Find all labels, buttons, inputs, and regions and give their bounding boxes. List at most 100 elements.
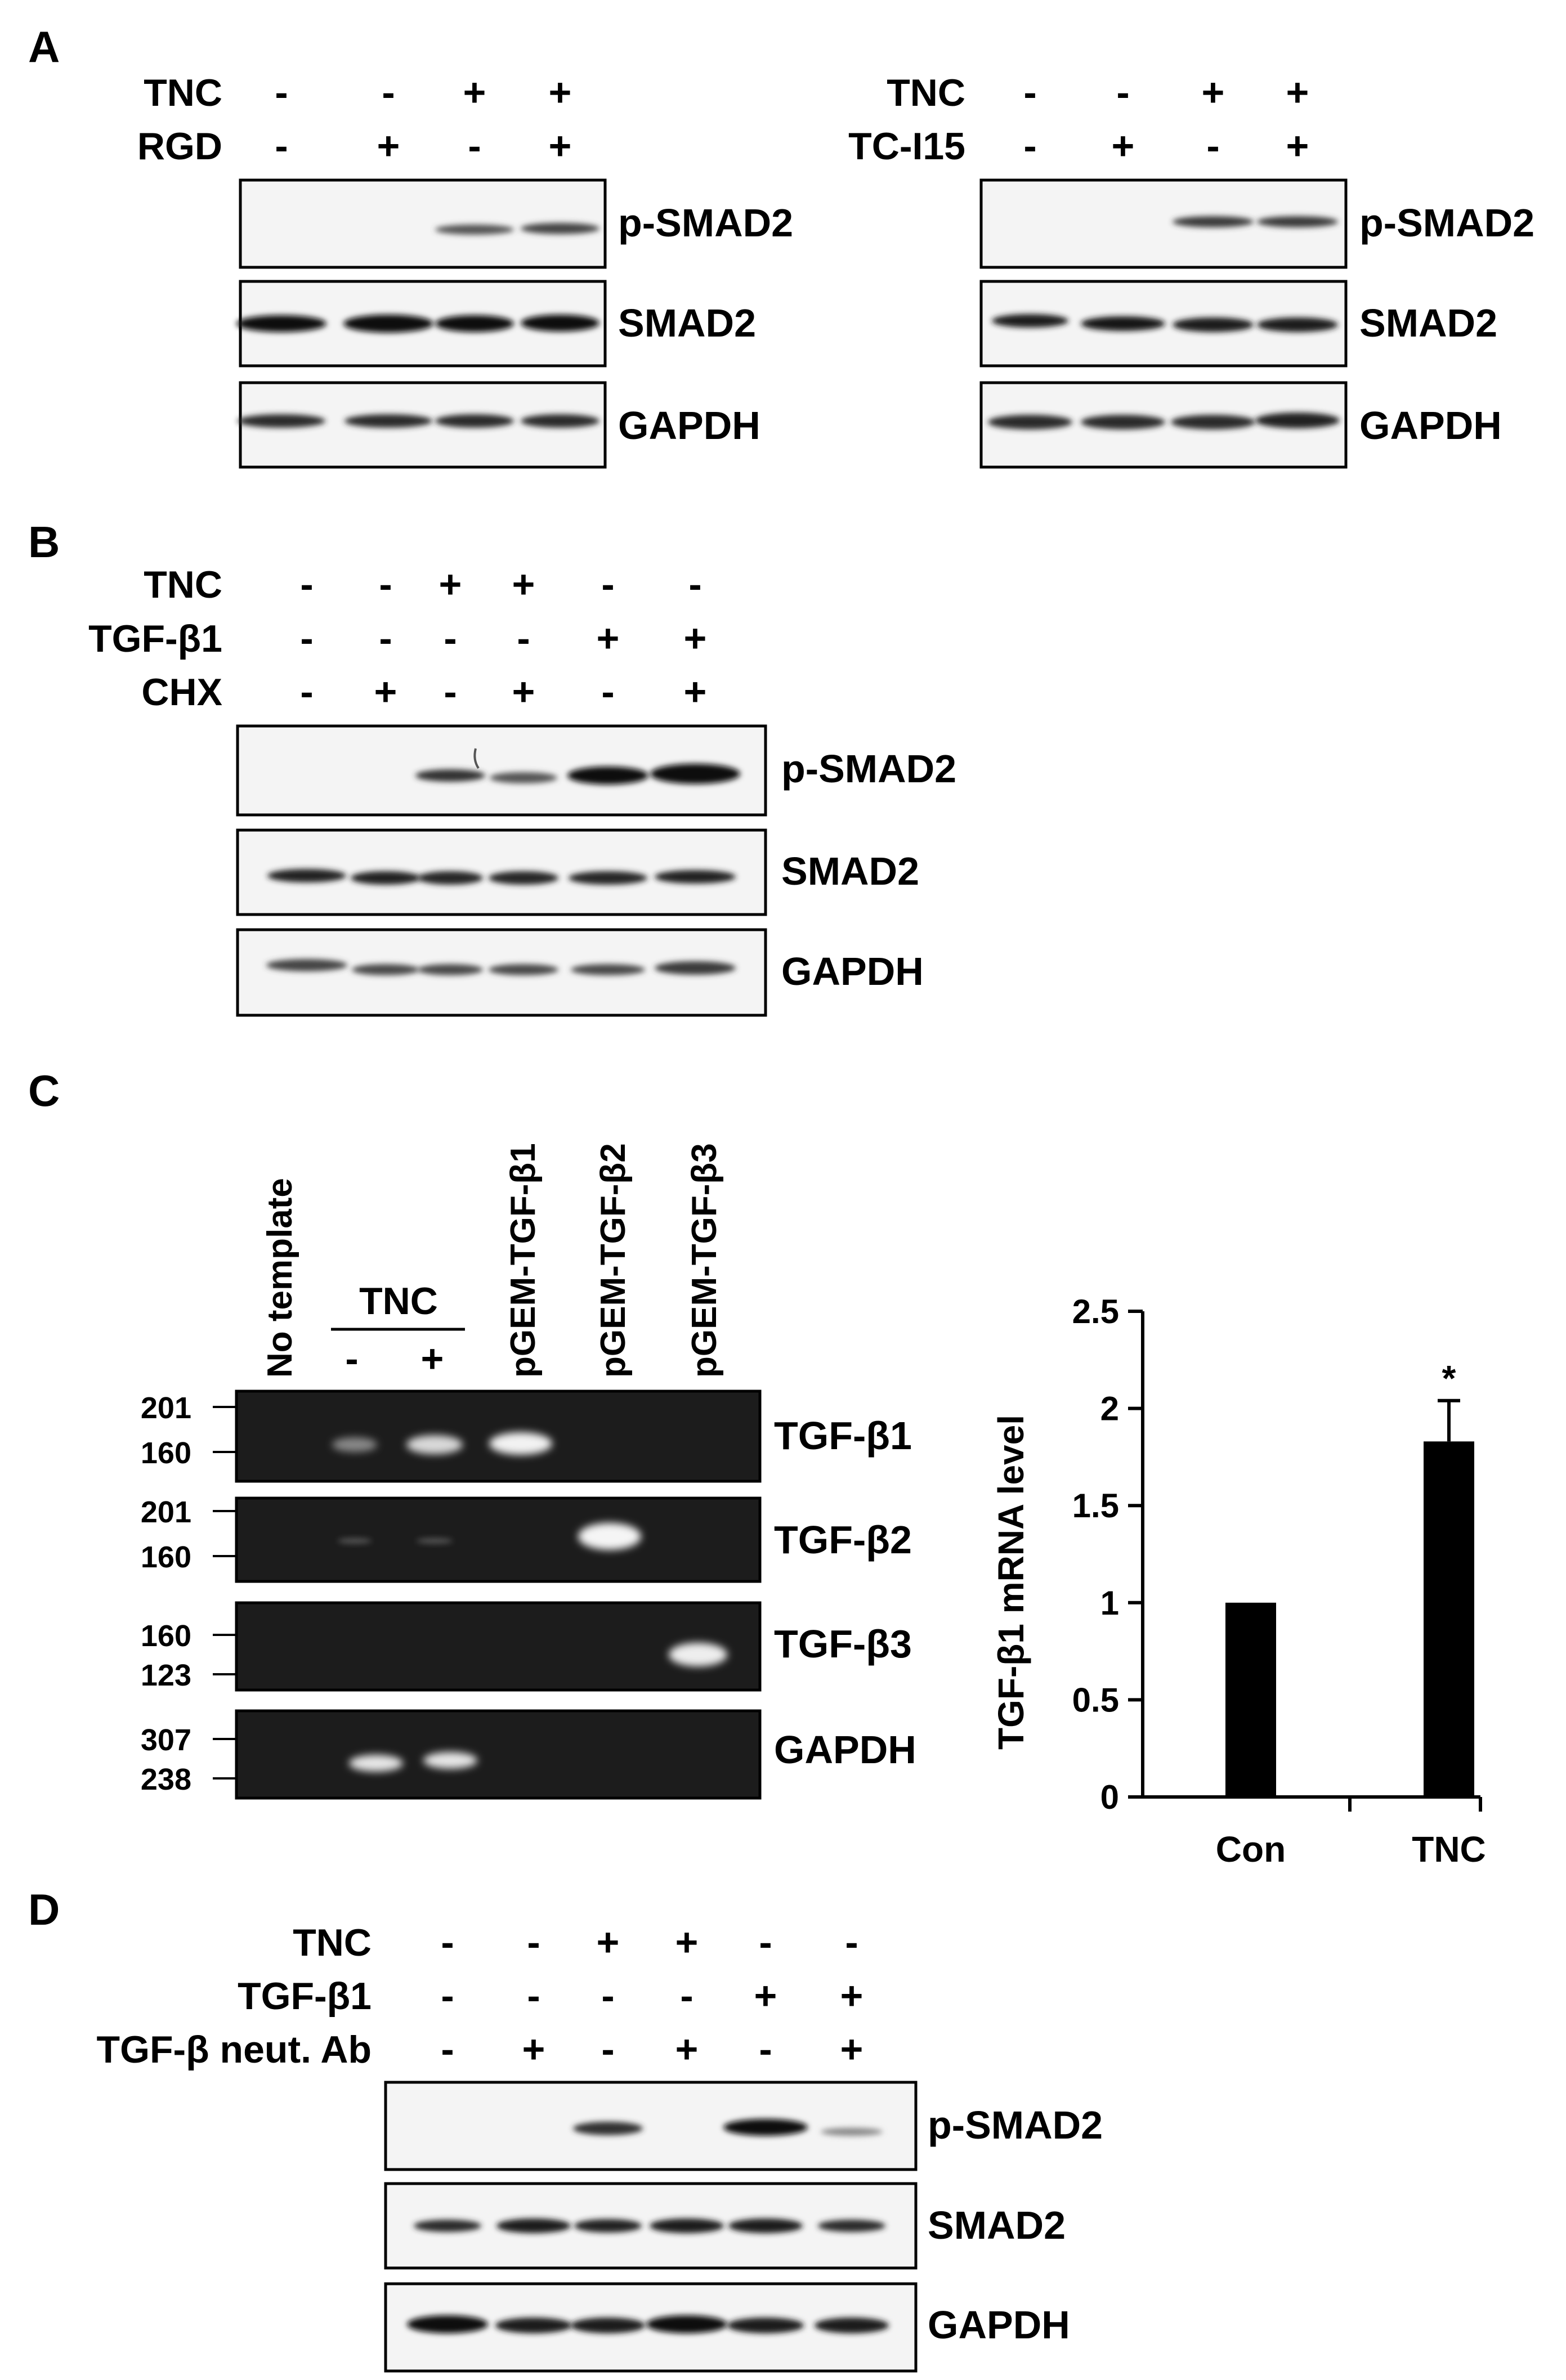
sign: - bbox=[444, 616, 457, 660]
sign: - bbox=[382, 70, 395, 114]
sign: + bbox=[377, 124, 400, 168]
lane-label: pGEM-TGF-β3 bbox=[685, 1143, 724, 1378]
blot-d-smad2 bbox=[384, 2182, 918, 2270]
significance-marker: * bbox=[1442, 1358, 1456, 1399]
sign: - bbox=[379, 616, 392, 660]
tnc-label: TNC bbox=[359, 1280, 438, 1323]
sign: - bbox=[601, 670, 614, 714]
marker-label: 238 bbox=[141, 1763, 191, 1796]
lane-label: pGEM-TGF-β1 bbox=[504, 1143, 543, 1378]
sign: - bbox=[680, 1974, 693, 2018]
sign: + bbox=[840, 2027, 863, 2071]
gel-tgf-b2 bbox=[235, 1496, 762, 1583]
sign: + bbox=[549, 124, 572, 168]
lane-label: No template bbox=[261, 1178, 299, 1378]
sign: - bbox=[759, 2027, 772, 2071]
sign: + bbox=[549, 70, 572, 114]
gel-tgf-b3 bbox=[235, 1601, 762, 1692]
sign: - bbox=[345, 1337, 358, 1381]
blot-label: p-SMAD2 bbox=[618, 201, 793, 245]
sign: + bbox=[675, 2027, 699, 2071]
sign: + bbox=[684, 670, 707, 714]
gel-tgf-b1 bbox=[235, 1390, 762, 1483]
marker-label: 160 bbox=[141, 1436, 191, 1470]
panel-label-c: C bbox=[28, 1066, 60, 1115]
sign: + bbox=[1286, 70, 1309, 114]
sign: - bbox=[1023, 70, 1036, 114]
blot-b-psmad2 bbox=[236, 724, 767, 817]
sign: + bbox=[597, 1920, 620, 1964]
blot-label: SMAD2 bbox=[928, 2203, 1066, 2247]
sign: - bbox=[1206, 124, 1219, 168]
sign: - bbox=[275, 70, 288, 114]
sign: - bbox=[300, 562, 313, 606]
marker-label: 160 bbox=[141, 1619, 191, 1653]
bar-con bbox=[1225, 1602, 1276, 1797]
row-label: RGD bbox=[137, 125, 222, 168]
sign: + bbox=[684, 616, 707, 660]
x-tick-label: Con bbox=[1216, 1829, 1286, 1870]
blot-label: GAPDH bbox=[618, 404, 760, 447]
blot-label: SMAD2 bbox=[1359, 301, 1497, 345]
sign: + bbox=[1286, 124, 1309, 168]
sign: + bbox=[1202, 70, 1225, 114]
sign: - bbox=[300, 616, 313, 660]
marker-label: 201 bbox=[141, 1391, 191, 1425]
sign: - bbox=[1116, 70, 1129, 114]
gel-label: GAPDH bbox=[774, 1728, 916, 1772]
marker-label: 307 bbox=[141, 1723, 191, 1757]
sign: - bbox=[379, 562, 392, 606]
sign: + bbox=[439, 562, 462, 606]
gel-gapdh bbox=[235, 1709, 762, 1800]
y-axis-title: TGF-β1 mRNA level bbox=[991, 1415, 1031, 1750]
row-label: CHX bbox=[141, 671, 222, 714]
y-tick-label: 0.5 bbox=[1072, 1681, 1119, 1719]
sign: + bbox=[754, 1974, 777, 2018]
marker-label: 123 bbox=[141, 1659, 191, 1692]
panel-label-a: A bbox=[28, 22, 60, 71]
blot-a-right-smad2 bbox=[979, 280, 1348, 367]
y-tick-label: 2 bbox=[1100, 1390, 1119, 1428]
row-label: TGF-β1 bbox=[88, 617, 222, 660]
blot-b-gapdh bbox=[236, 928, 767, 1017]
sign: + bbox=[374, 670, 397, 714]
gel-label: TGF-β1 bbox=[774, 1414, 912, 1458]
sign: - bbox=[441, 1974, 454, 2018]
y-tick-label: 0 bbox=[1100, 1778, 1119, 1816]
bar-tnc bbox=[1424, 1441, 1474, 1797]
blot-label: p-SMAD2 bbox=[1359, 201, 1534, 245]
sign: - bbox=[444, 670, 457, 714]
y-tick-label: 1.5 bbox=[1072, 1487, 1119, 1525]
sign: + bbox=[522, 2027, 545, 2071]
sign: + bbox=[840, 1974, 863, 2018]
sign: + bbox=[675, 1920, 699, 1964]
sign: + bbox=[463, 70, 486, 114]
sign: - bbox=[601, 2027, 614, 2071]
lane-label: pGEM-TGF-β2 bbox=[594, 1143, 633, 1378]
blot-a-right-gapdh bbox=[979, 381, 1348, 469]
x-tick-label: TNC bbox=[1412, 1829, 1486, 1870]
blot-label: SMAD2 bbox=[781, 849, 919, 893]
sign: - bbox=[527, 1974, 540, 2018]
sign: - bbox=[845, 1920, 858, 1964]
sign: - bbox=[688, 562, 701, 606]
blot-b-smad2 bbox=[236, 828, 767, 916]
sign: - bbox=[601, 1974, 614, 2018]
sign: + bbox=[1112, 124, 1135, 168]
blot-label: p-SMAD2 bbox=[928, 2103, 1103, 2147]
sign: - bbox=[275, 124, 288, 168]
row-label: TC-I15 bbox=[848, 125, 965, 168]
blot-d-gapdh bbox=[384, 2282, 918, 2373]
y-tick-label: 1 bbox=[1100, 1584, 1119, 1622]
blot-label: GAPDH bbox=[781, 949, 924, 993]
sign: + bbox=[512, 562, 535, 606]
blot-d-psmad2 bbox=[384, 2081, 918, 2171]
row-label: TNC bbox=[144, 563, 222, 606]
blot-label: GAPDH bbox=[928, 2303, 1070, 2347]
sign: - bbox=[601, 562, 614, 606]
blot-label: GAPDH bbox=[1359, 404, 1502, 447]
blot-a-left-psmad2 bbox=[239, 178, 607, 269]
blot-label: p-SMAD2 bbox=[781, 747, 956, 791]
gel-label: TGF-β2 bbox=[774, 1518, 912, 1562]
